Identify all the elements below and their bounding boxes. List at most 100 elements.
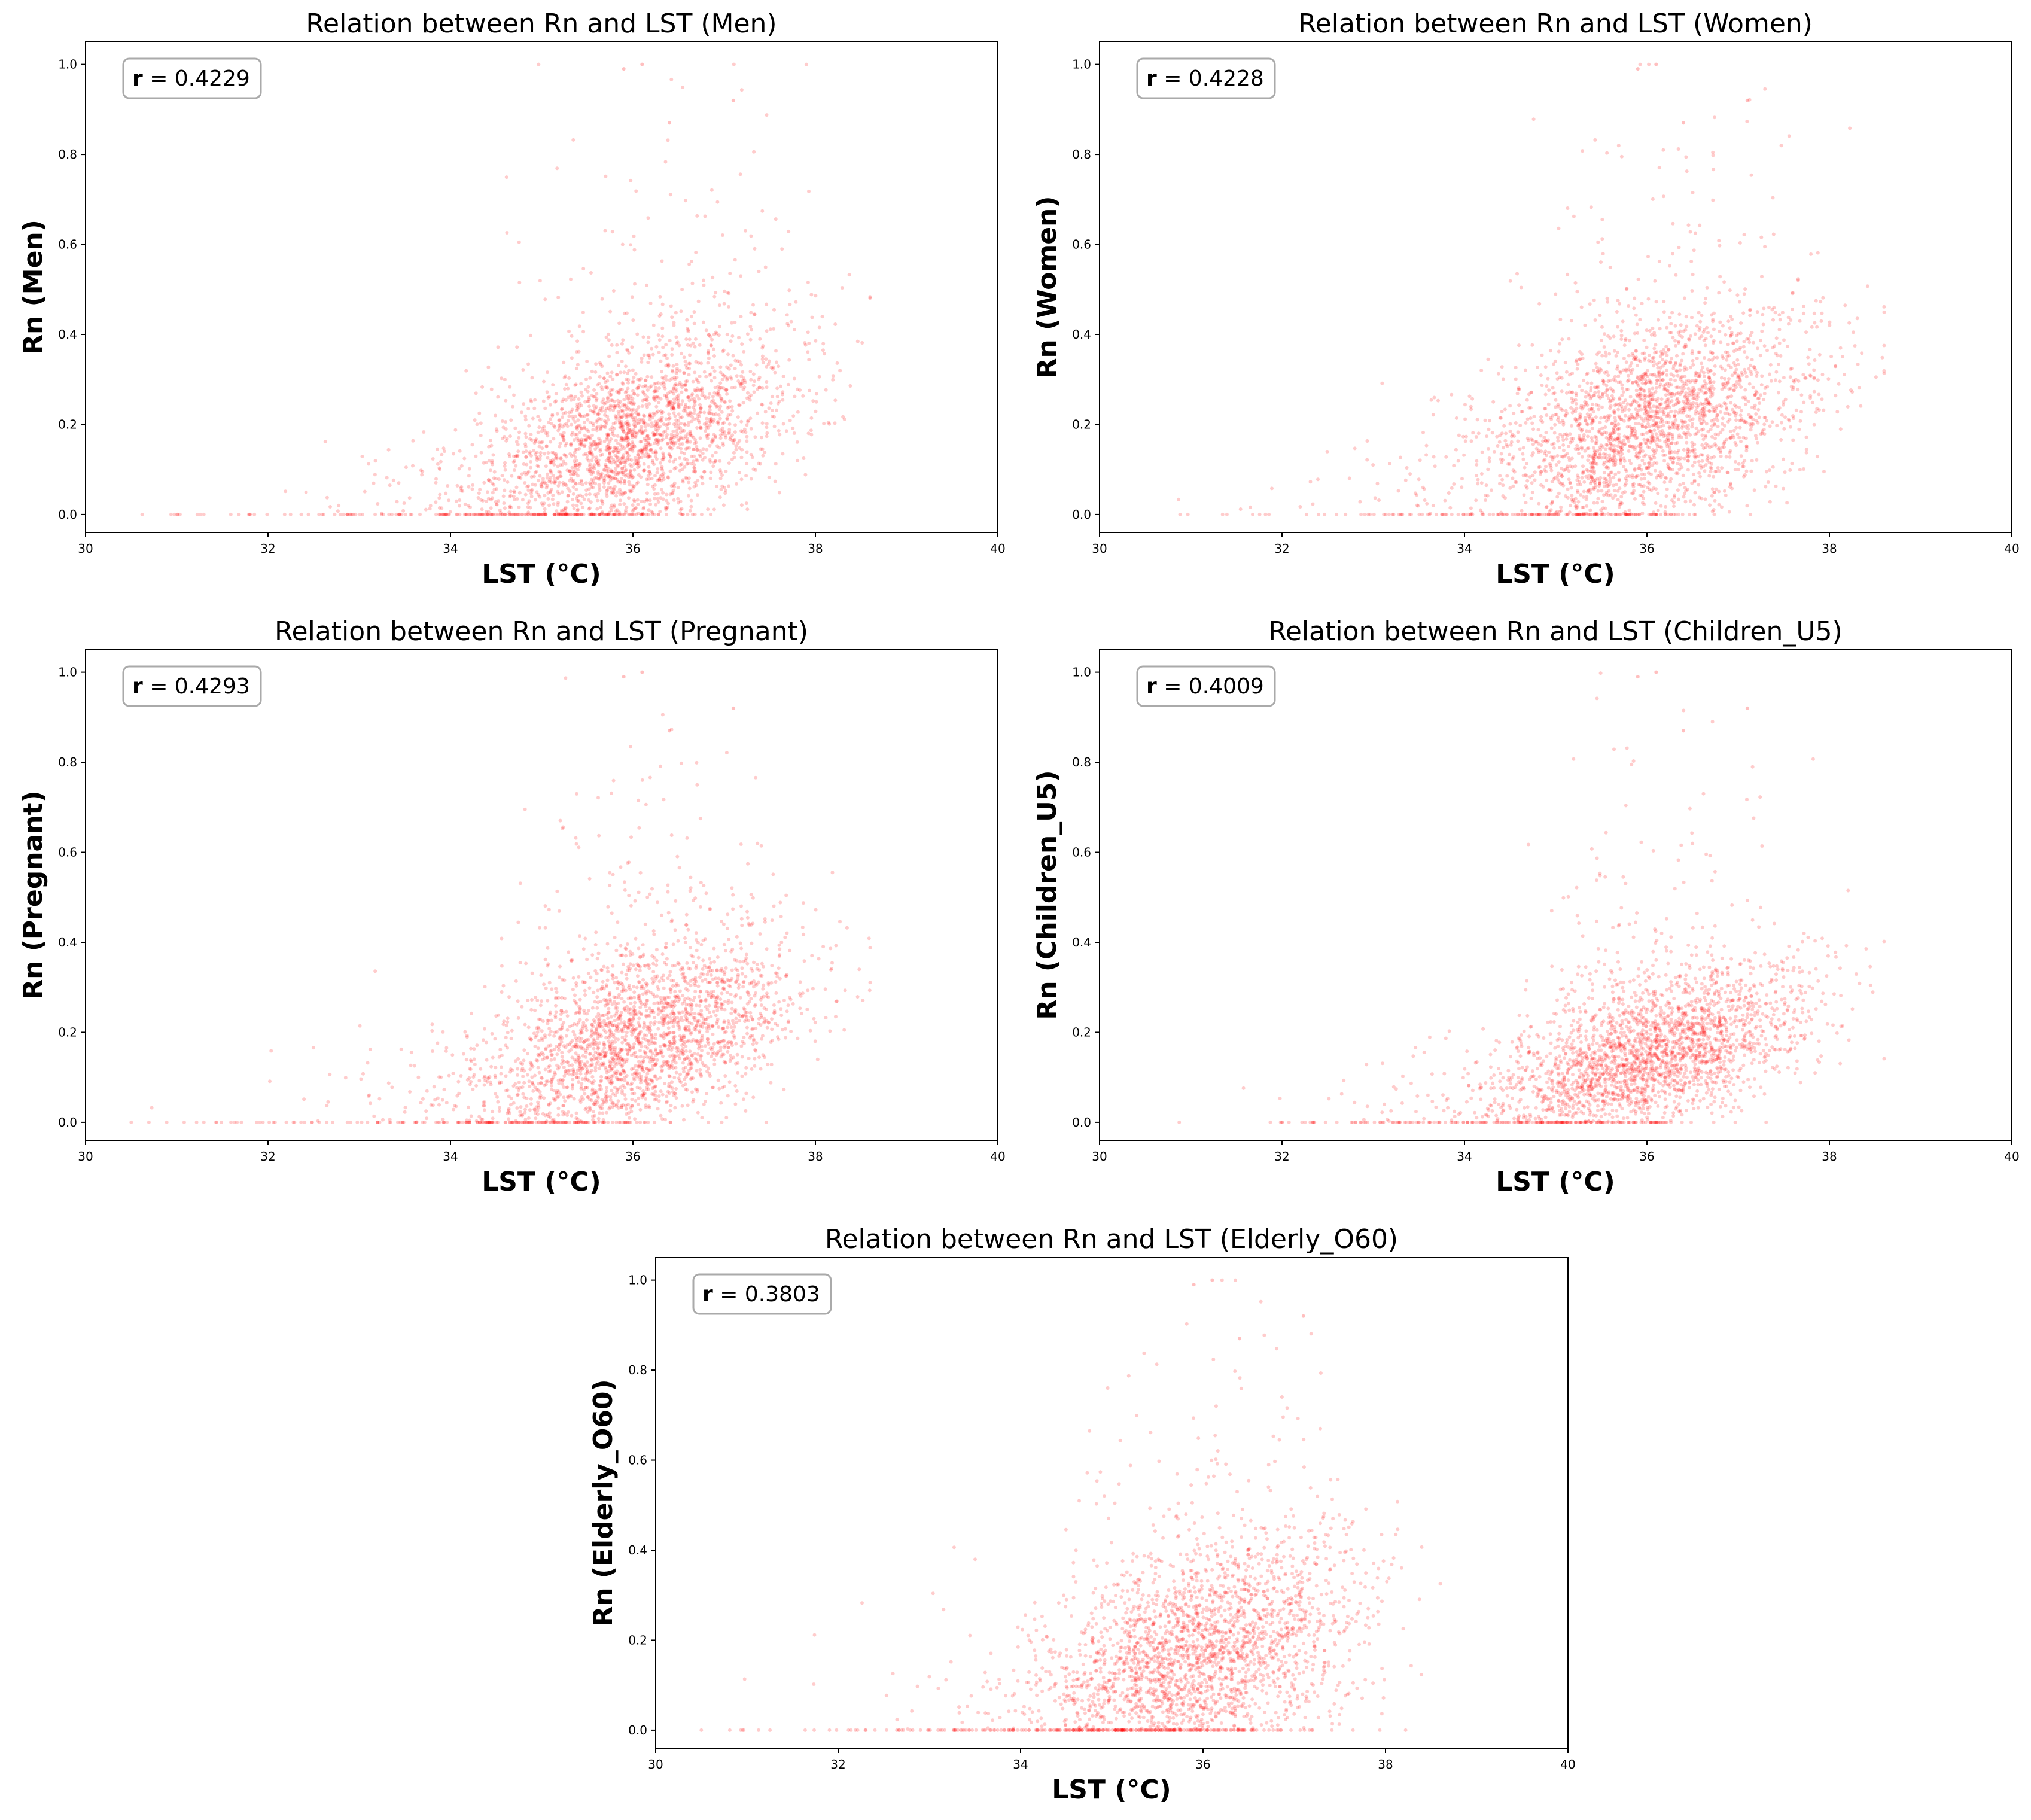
data-point [1716,466,1720,470]
data-point [1841,355,1845,359]
data-point [685,318,689,322]
data-point [712,354,716,358]
data-point [678,442,682,446]
data-point [577,464,581,468]
data-point [563,387,567,391]
data-point [626,394,631,397]
data-point [1597,390,1601,394]
data-point [1739,409,1743,413]
data-point [1549,455,1553,459]
data-point [692,397,696,401]
data-point [704,429,708,433]
data-point [1698,474,1703,479]
data-point [625,436,629,440]
data-point [561,459,565,464]
data-point [618,425,622,429]
data-point [661,474,665,479]
data-point [1514,377,1518,381]
data-point [749,311,753,315]
data-point [542,425,546,429]
data-point [526,505,530,509]
data-point [787,324,791,328]
data-point [686,432,690,436]
data-point [1500,365,1504,369]
data-point [304,490,308,494]
data-point [1568,432,1572,436]
data-point [708,512,712,516]
data-point [626,378,631,382]
data-point [555,412,559,416]
data-point [1821,296,1825,300]
data-point [613,446,617,450]
data-point [586,429,590,433]
data-point [1528,475,1532,479]
data-point [608,474,613,479]
data-point [1780,311,1785,315]
data-point [1612,378,1616,382]
data-point [689,504,693,509]
data-point [533,498,537,502]
data-point [631,433,635,437]
data-point [679,309,683,314]
data-point [741,387,745,391]
data-point [1661,410,1665,414]
data-point [613,476,617,480]
data-point [1739,454,1743,458]
data-point [626,386,630,391]
data-point [629,401,634,406]
data-point [596,463,601,467]
data-point [400,512,404,516]
data-point [550,413,555,418]
data-point [1718,469,1721,473]
data-point [580,394,584,398]
data-point [1554,463,1558,467]
data-point [662,430,666,434]
data-point [1745,337,1749,341]
data-point [636,511,640,515]
data-point [1515,391,1520,395]
data-point [1642,497,1645,501]
data-point [1761,312,1765,316]
data-point [619,423,623,427]
data-point [568,442,573,446]
data-point [1652,346,1657,351]
correlation-value: 0.4229 [175,66,250,91]
data-point [467,485,471,489]
data-point [1323,512,1327,516]
data-point [586,399,589,403]
data-point [1424,443,1429,448]
data-point [641,335,645,339]
data-point [621,424,625,428]
data-point [737,336,741,340]
data-point [651,323,656,327]
data-point [1594,361,1598,366]
data-point [398,512,402,516]
data-point [821,342,826,346]
data-point [630,512,634,516]
data-point [803,473,808,477]
data-point [806,330,810,334]
data-point [1756,440,1759,445]
data-point [728,272,732,275]
data-point [1497,440,1502,444]
data-point [1733,468,1737,472]
data-point [438,492,442,497]
data-point [463,502,467,506]
data-point [625,389,629,394]
data-point [549,488,553,491]
data-point [1365,458,1369,462]
data-point [648,502,653,506]
data-point [1610,438,1615,442]
data-point [620,436,623,440]
x-tick-label: 38 [808,541,823,556]
data-point [552,512,556,516]
data-point [1572,214,1576,218]
data-point [708,373,711,377]
data-point [386,448,391,452]
data-point [482,480,486,485]
data-point [284,489,288,494]
data-point [455,483,459,488]
data-point [533,398,537,402]
data-point [619,512,623,516]
data-point [587,395,591,400]
